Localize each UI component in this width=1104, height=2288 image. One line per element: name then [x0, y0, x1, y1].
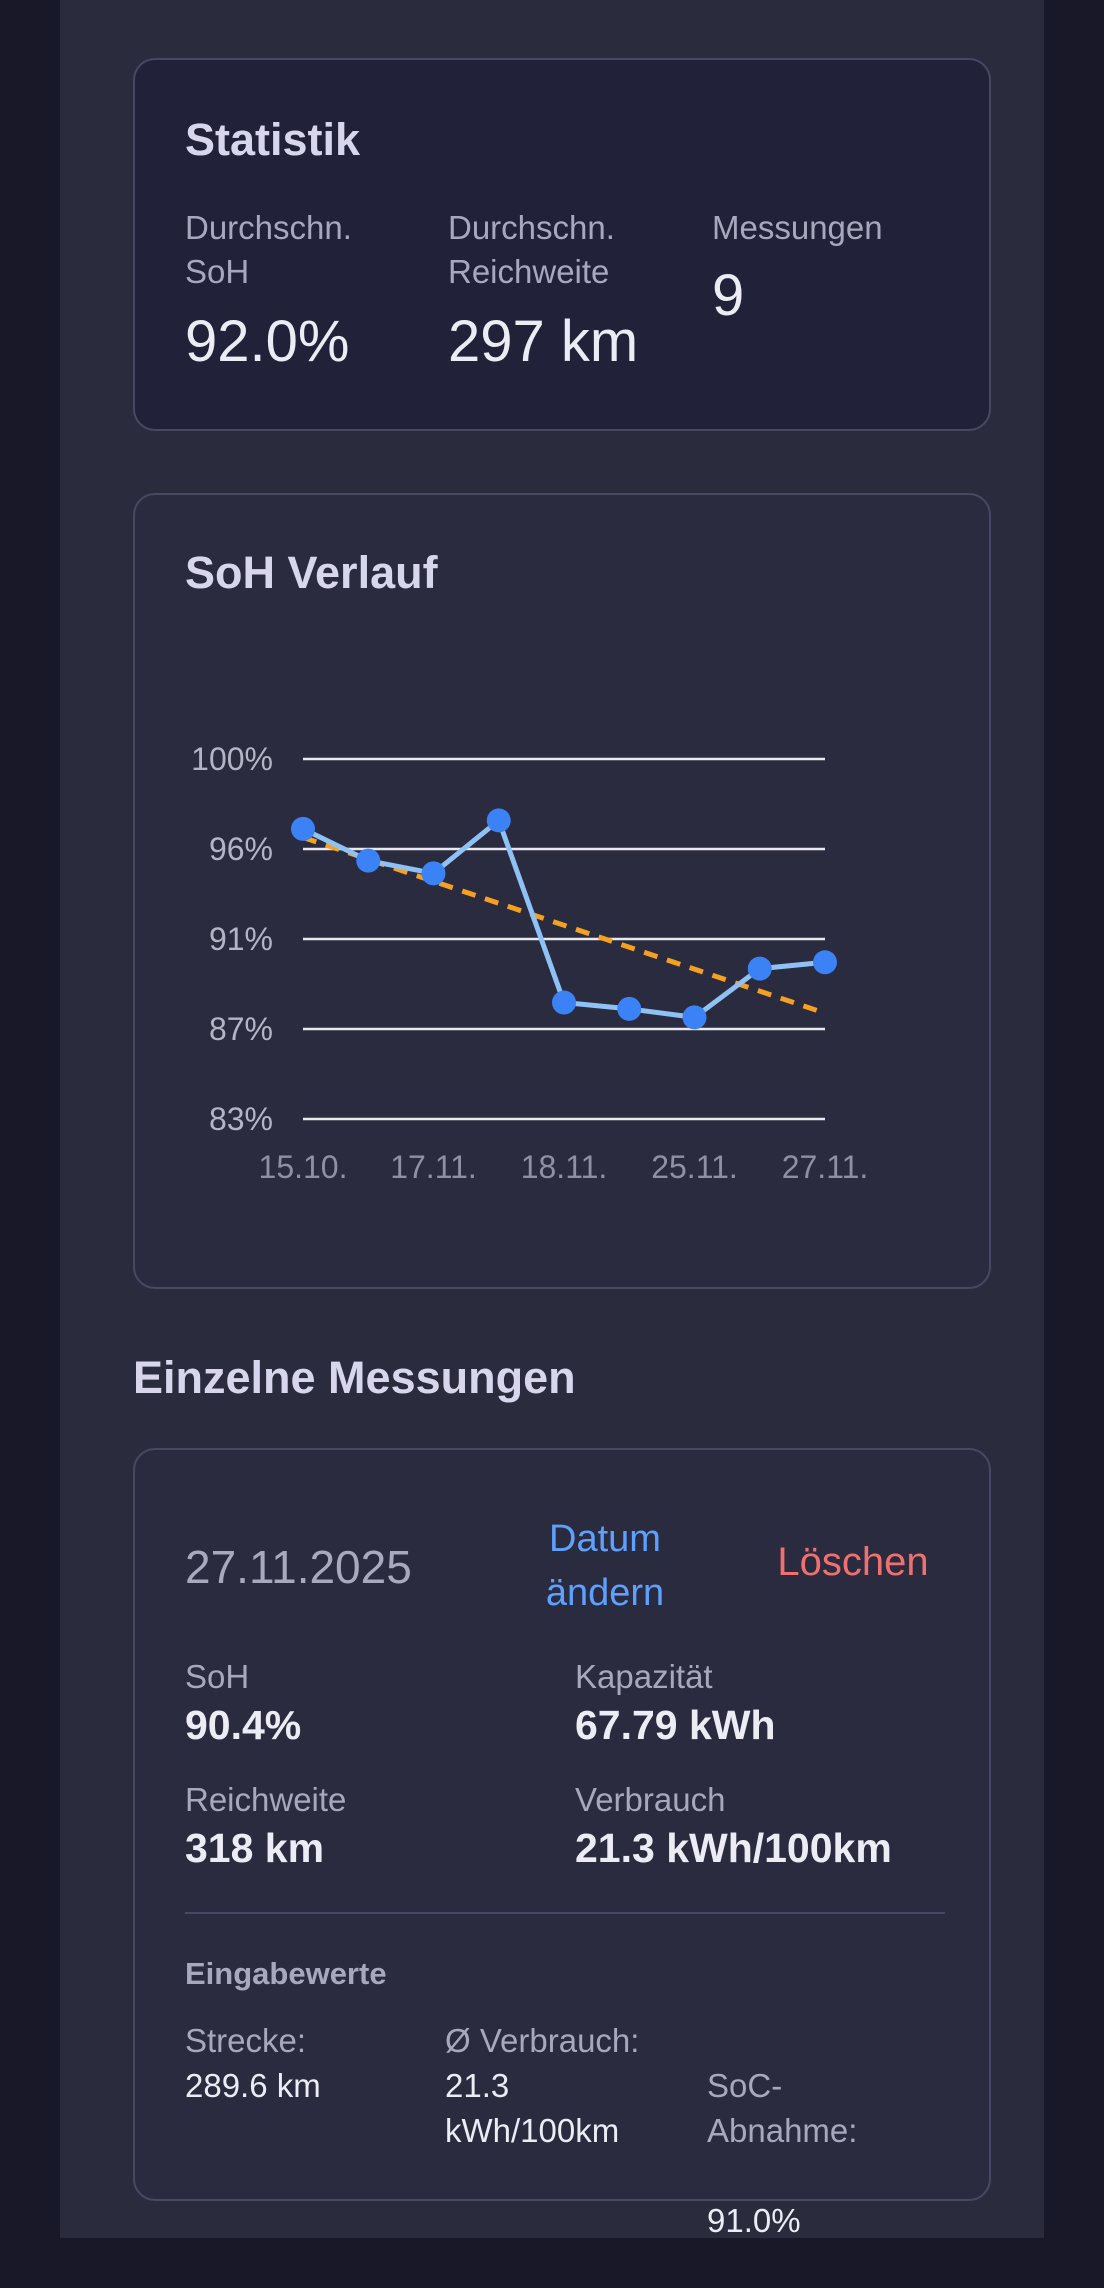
x-tick-label-3: 25.11.: [651, 1149, 738, 1185]
measurement-soh-value: 90.4%: [185, 1702, 302, 1748]
stat-count: Messungen 9: [712, 206, 883, 329]
delete-button[interactable]: Löschen: [777, 1540, 929, 1584]
data-point-0[interactable]: [291, 816, 315, 841]
data-point-4[interactable]: [552, 990, 576, 1015]
input-soc-drop-label: SoC- Abnahme:: [707, 2067, 858, 2149]
y-tick-label-1: 96%: [209, 831, 273, 867]
x-tick-label-4: 27.11.: [782, 1149, 869, 1185]
stat-avg-soh-value: 92.0%: [185, 309, 350, 374]
stat-count-value: 9: [712, 263, 745, 328]
measurement-soh-label: SoH: [185, 1658, 250, 1695]
stat-avg-range-value: 297 km: [448, 309, 639, 374]
input-distance: Strecke: 289.6 km: [185, 2018, 321, 2108]
measurement-consumption: Verbrauch 21.3 kWh/100km: [575, 1781, 892, 1872]
data-point-1[interactable]: [356, 848, 381, 873]
x-tick-label-1: 17.11.: [390, 1149, 477, 1185]
stat-avg-range: Durchschn. Reichweite 297 km: [448, 206, 638, 375]
measurement-date: 27.11.2025: [185, 1541, 412, 1593]
measurement-consumption-value: 21.3 kWh/100km: [575, 1825, 892, 1871]
y-tick-label-0: 100%: [191, 741, 273, 777]
stat-count-label: Messungen: [712, 209, 883, 246]
change-date-button[interactable]: Datum ändern: [545, 1518, 665, 1614]
measurement-consumption-label: Verbrauch: [575, 1781, 726, 1818]
soh-line-chart: 100% 96% 91% 87% 83% 15.10. 17.11. 18.11. 25.11.…: [191, 741, 869, 1185]
measurement-soh: SoH 90.4%: [185, 1658, 301, 1749]
statistics-title: Statistik: [185, 114, 361, 165]
x-tick-label-2: 18.11.: [521, 1149, 608, 1185]
input-avg-consumption: Ø Verbrauch: 21.3 kWh/100km: [445, 2018, 639, 2153]
measurement-range-label: Reichweite: [185, 1781, 347, 1818]
x-tick-label-0: 15.10.: [259, 1149, 348, 1185]
data-point-7[interactable]: [747, 956, 772, 981]
measurement-card: 27.11.2025 Datum ändern Löschen SoH 90.4…: [133, 1448, 991, 2239]
input-soc-drop-value: 91.0%: [707, 2202, 801, 2239]
stat-avg-soh-label: Durchschn. SoH: [185, 209, 352, 290]
divider: [185, 1912, 945, 1914]
y-tick-label-4: 83%: [209, 1101, 273, 1137]
y-tick-label-2: 91%: [209, 921, 273, 957]
statistics-card: Statistik Durchschn. SoH 92.0% Durchschn…: [133, 58, 991, 431]
data-point-2[interactable]: [421, 861, 446, 886]
input-avg-consumption-label: Ø Verbrauch:: [445, 2022, 640, 2059]
stat-avg-range-label: Durchschn. Reichweite: [448, 209, 615, 290]
measurements-section-title: Einzelne Messungen: [133, 1352, 576, 1403]
data-point-5[interactable]: [617, 996, 642, 1021]
measurement-range-value: 318 km: [185, 1825, 325, 1871]
input-avg-consumption-value: 21.3 kWh/100km: [445, 2067, 620, 2149]
measurement-capacity-value: 67.79 kWh: [575, 1702, 776, 1748]
soh-chart-card: SoH Verlauf 100% 96% 91% 87% 83% 15.10. 17.11.…: [133, 493, 991, 1289]
measurement-capacity: Kapazität 67.79 kWh: [575, 1658, 776, 1749]
inputs-title: Eingabewerte: [185, 1956, 387, 1991]
data-point-8[interactable]: [813, 950, 837, 975]
data-point-3[interactable]: [486, 808, 511, 833]
input-soc-drop: SoC- Abnahme: 91.0%: [707, 2018, 857, 2288]
data-point-6[interactable]: [682, 1005, 707, 1030]
input-distance-label: Strecke:: [185, 2022, 307, 2059]
soh-chart-title: SoH Verlauf: [185, 547, 438, 598]
input-distance-value: 289.6 km: [185, 2067, 321, 2104]
stat-avg-soh: Durchschn. SoH 92.0%: [185, 206, 352, 375]
measurement-capacity-label: Kapazität: [575, 1658, 713, 1695]
y-tick-label-3: 87%: [209, 1011, 273, 1047]
measurement-range: Reichweite 318 km: [185, 1781, 346, 1872]
